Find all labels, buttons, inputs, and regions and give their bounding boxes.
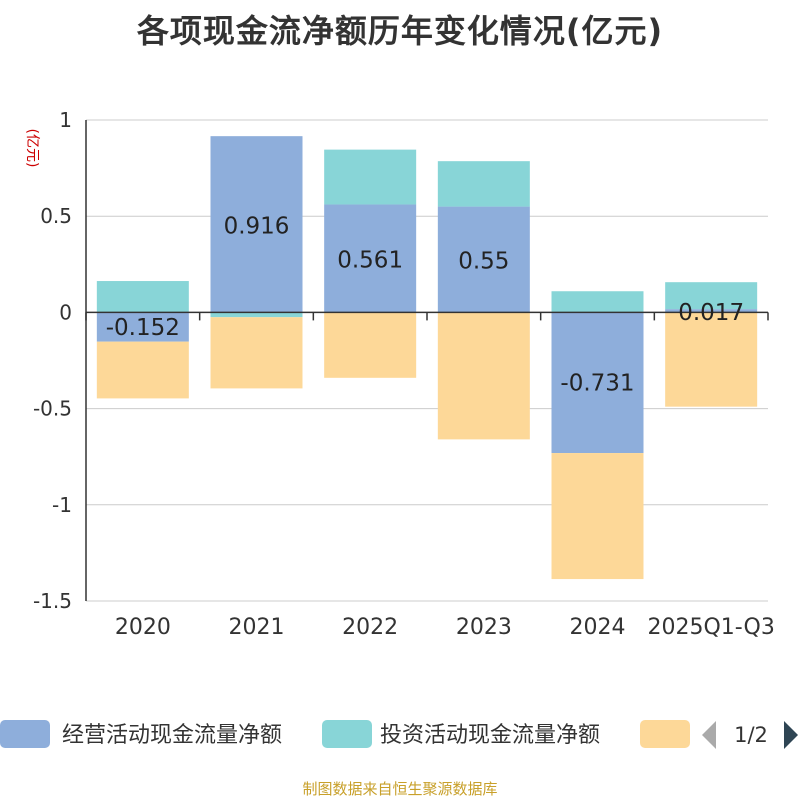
bar-series2-2025Q1-Q3 xyxy=(665,282,758,310)
legend-label-2: 投资活动现金流量净额 xyxy=(380,723,600,748)
data-label: 0.916 xyxy=(224,213,290,239)
bar-series1-2021 xyxy=(210,136,303,313)
data-label: -0.152 xyxy=(106,315,180,341)
x-tick-label: 2022 xyxy=(342,615,398,640)
bar-series3-2020 xyxy=(96,341,189,399)
legend-prev-page-icon[interactable] xyxy=(702,721,716,749)
bar-series1-2025Q1-Q3 xyxy=(665,309,758,313)
y-axis-label: (亿元) xyxy=(24,129,40,168)
bar-series2-2020 xyxy=(96,281,189,313)
bar-series2-2021 xyxy=(210,312,303,318)
bar-series1-2023 xyxy=(437,206,530,313)
grid-lines xyxy=(86,119,768,602)
x-tick-label: 2023 xyxy=(456,615,512,640)
bars xyxy=(96,136,758,580)
bar-series2-2022 xyxy=(324,149,417,205)
data-label: 0.561 xyxy=(337,247,403,273)
data-label: 0.017 xyxy=(678,300,744,326)
bar-series3-2024 xyxy=(551,453,644,580)
axes: 1 0.5 0 -0.5 -1 -1.5 2020 2021 2022 2023 2024 2025Q… xyxy=(33,108,775,640)
bar-series2-2023 xyxy=(437,161,530,207)
y-tick-label: 0 xyxy=(59,300,72,324)
bar-series1-2024 xyxy=(551,312,644,454)
y-tick-label: -1 xyxy=(52,493,72,517)
data-labels: -0.152 0.916 0.561 0.55 -0.731 0.017 xyxy=(106,213,744,396)
y-tick-label: -1.5 xyxy=(33,589,72,613)
legend-label-1: 经营活动现金流量净额 xyxy=(62,723,282,748)
bar-series1-2020 xyxy=(96,312,189,342)
chart-title: 各项现金流净额历年变化情况(亿元) xyxy=(136,12,664,50)
legend-swatch-3 xyxy=(640,720,690,748)
legend-page-indicator: 1/2 xyxy=(734,723,768,747)
x-tick-label: 2024 xyxy=(570,615,626,640)
y-tick-label: -0.5 xyxy=(33,397,72,421)
legend-swatch-2 xyxy=(322,720,372,748)
bar-series1-2022 xyxy=(324,204,417,313)
data-label: 0.55 xyxy=(458,248,509,274)
x-tick-label: 2020 xyxy=(115,615,171,640)
x-tick-label: 2025Q1-Q3 xyxy=(647,615,774,640)
legend-swatch-1 xyxy=(0,720,50,748)
bar-series3-2021 xyxy=(210,317,303,389)
x-tick-label: 2021 xyxy=(229,615,285,640)
y-tick-label: 1 xyxy=(59,108,72,132)
bar-series3-2025Q1-Q3 xyxy=(665,312,758,407)
bar-series3-2023 xyxy=(437,312,530,440)
bar-series3-2022 xyxy=(324,312,417,378)
bar-series2-2024 xyxy=(551,291,644,313)
y-tick-label: 0.5 xyxy=(40,204,72,228)
legend-next-page-icon[interactable] xyxy=(784,721,798,749)
data-label: -0.731 xyxy=(560,371,634,397)
legend: 经营活动现金流量净额 投资活动现金流量净额 1/2 xyxy=(0,720,798,749)
source-note: 制图数据来自恒生聚源数据库 xyxy=(302,780,498,798)
